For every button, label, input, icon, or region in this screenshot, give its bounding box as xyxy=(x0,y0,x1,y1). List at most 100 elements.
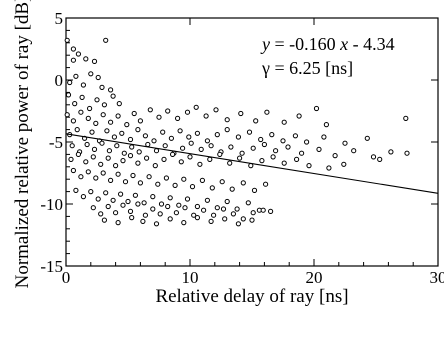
y-axis-label: Normalized relative power of ray [dB] xyxy=(12,0,33,288)
data-point xyxy=(119,130,125,136)
data-point xyxy=(89,129,95,135)
data-point xyxy=(111,134,118,140)
data-point xyxy=(240,216,246,222)
data-point xyxy=(70,46,77,52)
data-point xyxy=(132,192,138,198)
data-point xyxy=(68,156,74,162)
data-point xyxy=(64,112,70,118)
data-point xyxy=(187,154,193,160)
data-point xyxy=(326,165,332,171)
data-point xyxy=(194,203,200,210)
data-point xyxy=(165,108,171,114)
data-point xyxy=(104,128,110,134)
data-point xyxy=(135,127,141,133)
data-point xyxy=(209,185,215,191)
data-point xyxy=(184,196,191,202)
data-point xyxy=(137,180,143,186)
data-point xyxy=(403,115,409,122)
data-point xyxy=(341,161,347,167)
data-point xyxy=(146,174,152,180)
data-point xyxy=(163,175,169,181)
data-point xyxy=(304,139,310,145)
data-point xyxy=(228,144,234,150)
data-point xyxy=(273,148,279,154)
data-point xyxy=(251,187,258,193)
data-point xyxy=(103,37,109,43)
data-point xyxy=(285,144,291,150)
data-point xyxy=(224,117,230,123)
data-point xyxy=(237,155,243,161)
data-point xyxy=(80,194,87,200)
data-point xyxy=(95,74,101,81)
data-point xyxy=(103,190,109,196)
data-point xyxy=(377,156,383,162)
gamma-annotation: γ = 6.25 [ns] xyxy=(261,58,353,78)
data-point xyxy=(78,109,84,115)
data-point xyxy=(153,148,160,154)
data-point xyxy=(144,155,150,161)
y-tick-label: -15 xyxy=(40,257,63,276)
data-point xyxy=(129,144,135,150)
data-point xyxy=(108,177,114,183)
data-point xyxy=(239,150,245,156)
data-point xyxy=(158,201,165,207)
data-point xyxy=(150,206,156,212)
data-point xyxy=(161,156,167,162)
x-tick-label: 0 xyxy=(62,268,71,287)
data-point xyxy=(160,129,166,135)
data-point xyxy=(141,200,147,206)
data-point xyxy=(198,146,204,152)
data-point xyxy=(99,140,105,146)
data-point xyxy=(181,176,187,182)
data-point xyxy=(108,119,114,125)
data-point xyxy=(127,153,134,159)
data-point xyxy=(224,198,230,205)
data-point xyxy=(84,141,90,148)
data-point xyxy=(151,138,157,144)
data-point xyxy=(135,201,141,207)
data-point xyxy=(234,206,240,212)
data-point xyxy=(130,172,136,179)
data-point xyxy=(127,208,134,214)
data-point xyxy=(85,115,91,122)
data-point xyxy=(269,132,275,138)
data-point xyxy=(313,105,320,112)
data-point xyxy=(98,161,104,167)
data-point xyxy=(224,127,230,133)
x-tick-label: 20 xyxy=(306,268,323,287)
data-point xyxy=(188,140,194,146)
data-point xyxy=(270,154,276,160)
data-point xyxy=(91,146,98,152)
plot-frame xyxy=(65,17,439,267)
data-point xyxy=(124,122,130,128)
data-point xyxy=(388,149,394,155)
data-point xyxy=(74,127,80,133)
data-point xyxy=(70,118,77,124)
data-point xyxy=(95,196,101,202)
x-axis-label: Relative delay of ray [ns] xyxy=(155,286,348,307)
data-point xyxy=(222,216,228,222)
data-point xyxy=(156,114,162,120)
data-point xyxy=(75,51,82,57)
data-point xyxy=(201,207,207,213)
data-point xyxy=(323,122,329,128)
data-point xyxy=(140,218,146,224)
data-point xyxy=(118,191,124,197)
data-point xyxy=(90,205,96,211)
data-point xyxy=(83,159,89,165)
data-point xyxy=(240,180,246,186)
data-point xyxy=(115,113,121,119)
data-point xyxy=(193,104,199,110)
data-point xyxy=(155,181,161,187)
data-point xyxy=(191,212,197,218)
data-point xyxy=(93,175,99,181)
data-point xyxy=(168,135,174,141)
data-point xyxy=(197,161,203,167)
data-point xyxy=(125,198,131,205)
data-point xyxy=(101,102,108,108)
data-point xyxy=(147,107,153,113)
data-point xyxy=(230,211,236,217)
data-point xyxy=(229,186,235,192)
data-point xyxy=(173,210,179,216)
data-point xyxy=(235,221,241,227)
